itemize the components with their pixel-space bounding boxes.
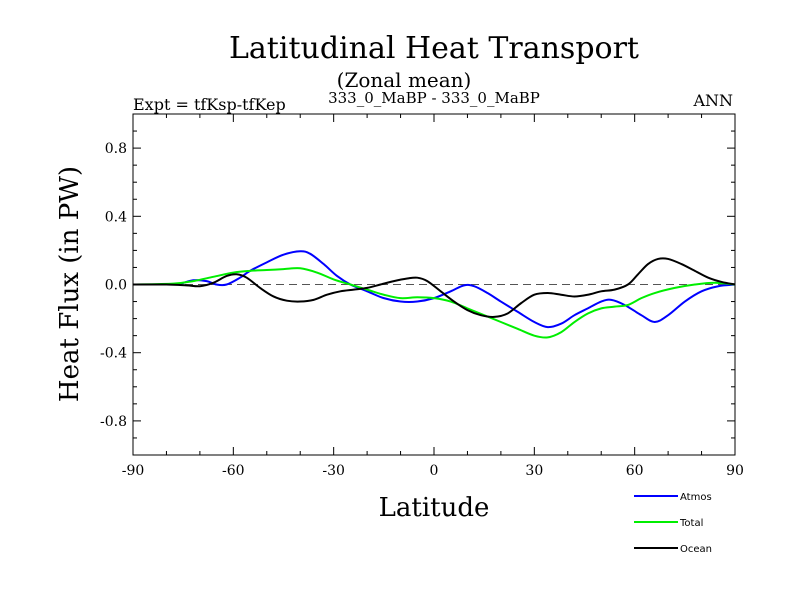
y-tick-label: -0.8 [100,414,127,430]
x-tick-label: 90 [726,463,744,479]
series-line-atmos [132,250,736,329]
left-label: Expt = tfKsp-tfKep [133,95,286,114]
x-tick-label: -30 [322,463,345,479]
x-tick-label: 30 [525,463,543,479]
x-tick-label: 60 [626,463,644,479]
series-line-ocean [132,257,736,318]
right-label: ANN [692,91,733,110]
plot-area: -90 -60 -30 0 30 60 90 0.8 0.4 0.0 -0.4 -0.8 [100,113,744,479]
x-tick-label: 0 [430,463,439,479]
y-tick-label: 0.8 [105,141,127,157]
legend: Atmos Total Ocean [634,492,712,555]
center-label: 333_0_MaBP - 333_0_MaBP [328,89,540,107]
x-tick-label: -60 [222,463,245,479]
y-axis-label: Heat Flux (in PW) [55,166,85,402]
chart-title: Latitudinal Heat Transport [229,31,639,66]
y-tick-label: 0.4 [105,209,127,225]
legend-label-ocean: Ocean [680,544,712,555]
chart-subtitle: (Zonal mean) [337,68,472,92]
legend-label-atmos: Atmos [680,492,712,503]
legend-label-total: Total [679,518,703,529]
x-tick-label: -90 [122,463,145,479]
y-tick-label: -0.4 [100,346,127,362]
y-tick-label: 0.0 [105,278,127,294]
x-axis-label: Latitude [379,493,490,523]
